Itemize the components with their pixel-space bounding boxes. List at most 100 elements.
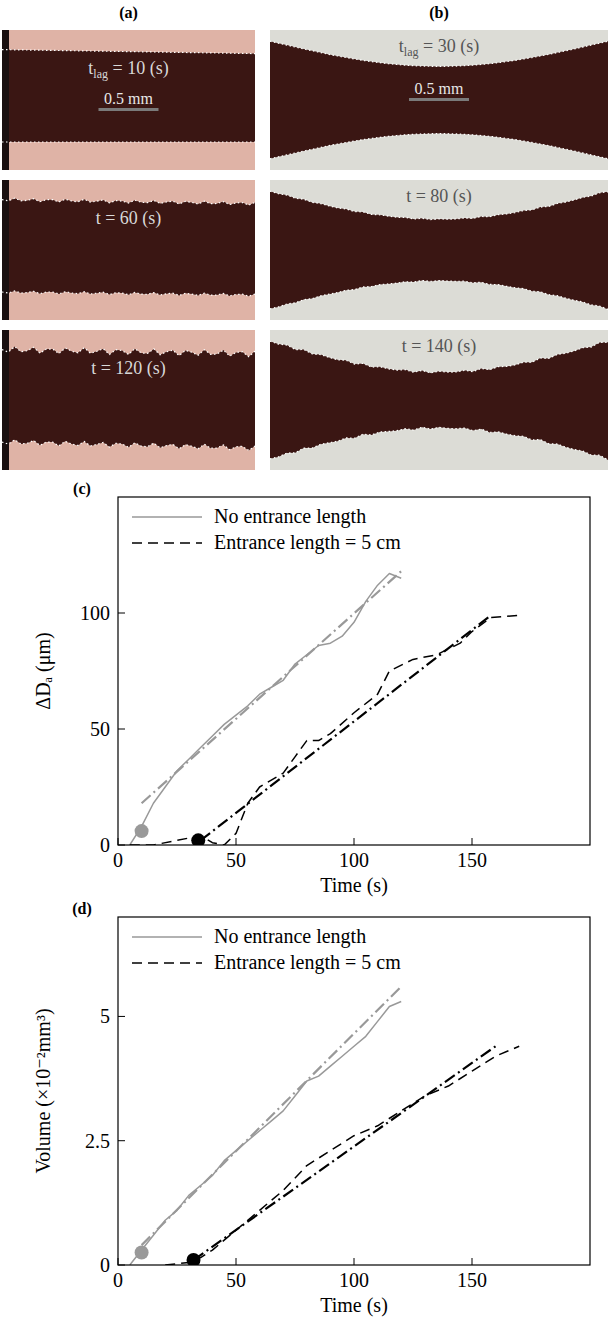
x-tick-label: 150 (457, 849, 487, 871)
boundary-dots (2, 440, 255, 451)
panel-letter: (a) (119, 4, 138, 22)
boundary-dots (2, 291, 255, 296)
fluid-band (270, 41, 608, 159)
frame-label: t = 80 (s) (406, 186, 472, 207)
panel-letter: (d) (72, 900, 92, 918)
x-tick-label: 150 (457, 1269, 487, 1291)
label-main: t = 60 (s) (96, 208, 162, 229)
boundary-dots (270, 281, 608, 310)
y-tick (118, 1140, 125, 1141)
legend-swatch (132, 936, 202, 938)
y-axis-title: Volume (×10⁻²mm³) (32, 1008, 55, 1173)
boundary-dots (2, 141, 255, 142)
boundary-dots (270, 427, 608, 460)
plot-frame (118, 917, 590, 1265)
data-line (130, 615, 519, 845)
photo-background (2, 330, 255, 470)
photo-background (270, 30, 608, 170)
y-tick-label: 0 (100, 1254, 110, 1276)
scale-bar-label: 0.5 mm (415, 80, 464, 97)
data-line (165, 1046, 519, 1265)
label-main: t = 120 (s) (91, 358, 166, 379)
y-tick-label: 5 (100, 1005, 110, 1027)
x-tick-label: 50 (226, 849, 246, 871)
y-tick-label: 0 (100, 834, 110, 856)
panel-letter: (b) (429, 4, 449, 22)
y-tick (118, 729, 125, 730)
x-tick-label: 100 (339, 1269, 369, 1291)
fluid-band (2, 198, 255, 296)
x-tick (472, 838, 473, 845)
legend-label: Entrance length = 5 cm (214, 951, 401, 974)
y-axis-title: ΔDₐ (μm) (32, 632, 55, 709)
scale-bar-label: 0.5 mm (104, 90, 153, 107)
photo-background (270, 330, 608, 470)
figure: (a) tlag = 10 (s) 0.5 mm t = 60 (s) t = 120 … (0, 0, 610, 1331)
plot-series (130, 987, 519, 1265)
y-tick (118, 613, 125, 614)
x-tick (472, 1258, 473, 1265)
plot-series (130, 571, 519, 845)
photo-frame (2, 180, 255, 320)
y-tick (118, 1016, 125, 1017)
x-axis-title: Time (s) (320, 1294, 388, 1317)
fluid-band (2, 50, 255, 142)
photo-background (2, 180, 255, 320)
frame-label: t = 120 (s) (91, 358, 166, 379)
photo-frame (270, 330, 608, 470)
frame-label: tlag = 30 (s) (399, 36, 479, 59)
scale-bar (99, 108, 159, 111)
x-tick-label: 0 (113, 849, 123, 871)
photo-frame (2, 30, 255, 170)
marker-point (135, 824, 149, 838)
photo-edge (2, 330, 9, 470)
fit-line (142, 987, 402, 1246)
label-rest: = 10 (s) (108, 58, 169, 79)
x-tick-label: 100 (339, 849, 369, 871)
marker-point (135, 1246, 149, 1260)
frame-label: t = 140 (s) (402, 336, 477, 357)
plot-frame (118, 497, 590, 845)
boundary-dots (2, 50, 255, 54)
data-line (130, 574, 401, 845)
x-tick-label: 0 (113, 1269, 123, 1291)
legend-swatch (132, 542, 202, 544)
frame-label: tlag = 10 (s) (88, 58, 168, 81)
legend-swatch (132, 962, 202, 964)
photo-frame (2, 330, 255, 470)
fluid-band (270, 341, 608, 460)
label-sub: lag (93, 67, 108, 81)
label-rest: = 30 (s) (419, 36, 480, 57)
photo-edge (2, 180, 9, 320)
fluid-band (270, 191, 608, 309)
x-tick (354, 838, 355, 845)
y-tick-label: 100 (80, 602, 110, 624)
x-tick (236, 838, 237, 845)
legend-label: Entrance length = 5 cm (214, 531, 401, 554)
scale-bar (409, 98, 469, 101)
marker-point (187, 1253, 201, 1265)
boundary-dots (270, 134, 608, 159)
legend-swatch (132, 516, 202, 518)
frame-label: t = 60 (s) (96, 208, 162, 229)
x-axis-title: Time (s) (320, 874, 388, 897)
fluid-band (2, 347, 255, 451)
label-sub: lag (404, 45, 419, 59)
fit-line (142, 571, 402, 803)
y-tick-label: 50 (90, 718, 110, 740)
legend-label: No entrance length (214, 925, 366, 948)
fit-line (194, 1046, 496, 1260)
label-main: t = 80 (s) (406, 186, 472, 207)
photo-background (2, 30, 255, 170)
photo-edge (2, 30, 9, 170)
y-tick-label: 2.5 (85, 1130, 110, 1152)
photo-frame (270, 180, 608, 320)
photo-frame (270, 30, 608, 170)
legend-label: No entrance length (214, 505, 366, 528)
x-tick-label: 50 (226, 1269, 246, 1291)
panel-letter: (c) (73, 480, 91, 498)
boundary-dots (2, 198, 255, 205)
fit-line (201, 615, 491, 840)
x-tick (354, 1258, 355, 1265)
marker-point (191, 833, 205, 845)
